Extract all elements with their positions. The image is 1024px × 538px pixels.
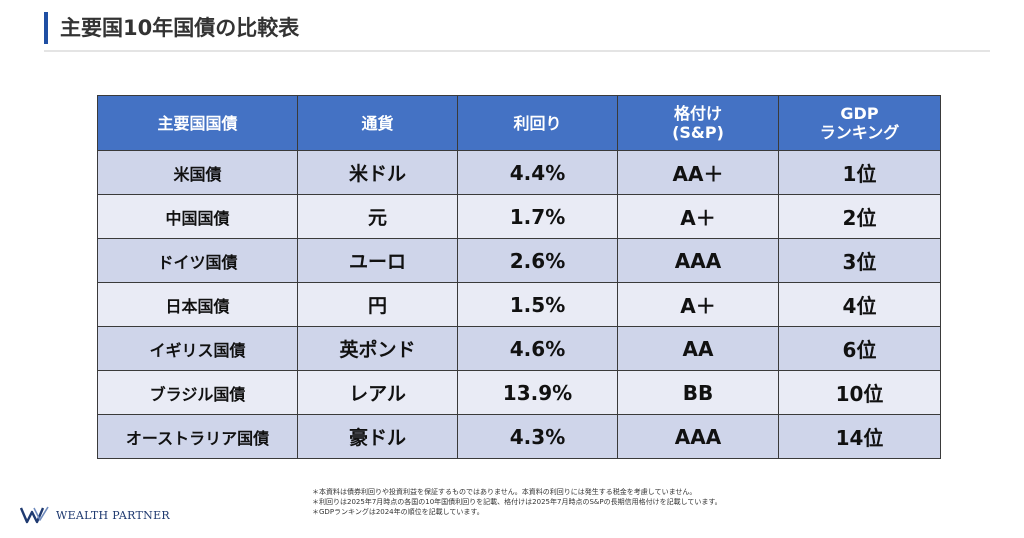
header-yield: 利回り	[457, 95, 618, 151]
bond-rating: A＋	[617, 282, 779, 327]
gdp-rank: 2位	[778, 194, 941, 239]
bond-currency: レアル	[297, 370, 458, 415]
gdp-rank: 14位	[778, 414, 941, 459]
header-gdp-ranking: GDP ランキング	[778, 95, 941, 151]
table-row: ブラジル国債 レアル 13.9% BB 10位	[97, 370, 941, 415]
title-accent-bar	[44, 12, 48, 44]
gdp-rank: 6位	[778, 326, 941, 371]
table-row: オーストラリア国債 豪ドル 4.3% AAA 14位	[97, 414, 941, 459]
bond-name: ドイツ国債	[97, 238, 298, 283]
table-header-row: 主要国国債 通貨 利回り 格付け (S&P) GDP ランキング	[97, 95, 941, 151]
bond-rating: A＋	[617, 194, 779, 239]
gdp-rank: 4位	[778, 282, 941, 327]
bond-yield: 2.6%	[457, 238, 618, 283]
bond-rating: AAA	[617, 238, 779, 283]
footnote: ＊利回りは2025年7月時点の各国の10年国債利回りを記載、格付けは2025年7…	[312, 498, 722, 506]
bond-yield: 1.5%	[457, 282, 618, 327]
table-row: イギリス国債 英ポンド 4.6% AA 6位	[97, 326, 941, 371]
bond-yield: 1.7%	[457, 194, 618, 239]
bond-name: 日本国債	[97, 282, 298, 327]
logo-text: WEALTH PARTNER	[56, 508, 171, 522]
bond-yield: 4.3%	[457, 414, 618, 459]
table-row: ドイツ国債 ユーロ 2.6% AAA 3位	[97, 238, 941, 283]
wealth-partner-w-logo-icon	[20, 506, 49, 524]
footnote: ＊本資料は債券利回りや投資利益を保証するものではありません。本資料の利回りには発…	[312, 488, 697, 496]
bond-currency: ユーロ	[297, 238, 458, 283]
bond-name: 米国債	[97, 150, 298, 195]
footnotes: ＊本資料は債券利回りや投資利益を保証するものではありません。本資料の利回りには発…	[312, 487, 722, 517]
bond-rating: AA	[617, 326, 779, 371]
gdp-rank: 10位	[778, 370, 941, 415]
bond-currency: 英ポンド	[297, 326, 458, 371]
bond-name: オーストラリア国債	[97, 414, 298, 459]
bond-rating: AA＋	[617, 150, 779, 195]
table-row: 米国債 米ドル 4.4% AA＋ 1位	[97, 150, 941, 195]
bond-name: イギリス国債	[97, 326, 298, 371]
bond-name: ブラジル国債	[97, 370, 298, 415]
header-bond: 主要国国債	[97, 95, 298, 151]
table-row: 中国国債 元 1.7% A＋ 2位	[97, 194, 941, 239]
gdp-rank: 3位	[778, 238, 941, 283]
bond-rating: BB	[617, 370, 779, 415]
bond-currency: 円	[297, 282, 458, 327]
header-currency: 通貨	[297, 95, 458, 151]
table-row: 日本国債 円 1.5% A＋ 4位	[97, 282, 941, 327]
bond-currency: 元	[297, 194, 458, 239]
bond-yield: 4.6%	[457, 326, 618, 371]
page-title: 主要国10年国債の比較表	[60, 16, 300, 40]
bond-comparison-table: 主要国国債 通貨 利回り 格付け (S&P) GDP ランキング 米国債 米ドル 4…	[97, 95, 941, 459]
footnote: ＊GDPランキングは2024年の順位を記載しています。	[312, 508, 484, 516]
gdp-rank: 1位	[778, 150, 941, 195]
bond-yield: 4.4%	[457, 150, 618, 195]
bond-yield: 13.9%	[457, 370, 618, 415]
header-rating: 格付け (S&P)	[617, 95, 779, 151]
title-divider	[44, 50, 990, 52]
bond-rating: AAA	[617, 414, 779, 459]
bond-name: 中国国債	[97, 194, 298, 239]
bond-currency: 豪ドル	[297, 414, 458, 459]
bond-currency: 米ドル	[297, 150, 458, 195]
wealth-partner-logo: WEALTH PARTNER	[20, 506, 170, 524]
